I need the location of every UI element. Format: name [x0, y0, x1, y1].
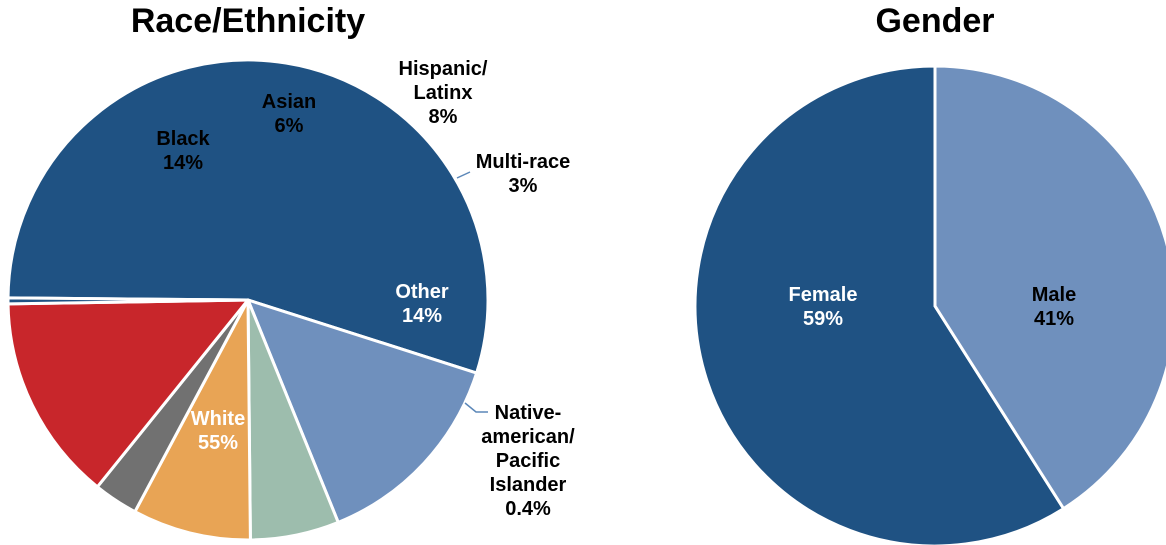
gender-pie: Female 59% Male 41% [693, 64, 1166, 545]
slice-label-male: Male 41% [1032, 284, 1076, 330]
pie-slice-male [933, 64, 1166, 511]
race-ethnicity-pie: White 55% Black 14% Asian 6% Hispanic/Latinx 8%… [6, 58, 575, 542]
pie-slice-other [6, 298, 250, 489]
slice-label-multi-race: Multi-race 3% [476, 151, 570, 197]
pie-slice-black [246, 298, 479, 524]
leader-line-native-american-pacific-islander [464, 402, 488, 413]
slice-label-other: Other 14% [395, 281, 449, 327]
race-chart-title: Race/Ethnicity [130, 2, 366, 40]
slice-label-white: White 55% [191, 408, 245, 454]
slice-label-hispanic-latinx: Hispanic/Latinx 8% [399, 58, 488, 128]
slice-label-black: Black 14% [156, 128, 210, 174]
pie-slice-white [6, 58, 490, 375]
gender-chart-title: Gender [875, 2, 995, 40]
slice-label-female: Female 59% [789, 284, 858, 330]
pie-slice-native-american-pacific-islander [6, 296, 250, 306]
slice-label-asian: Asian 6% [262, 91, 316, 137]
leader-line-multi-race [456, 171, 471, 179]
slice-label-native-american-pacific-islander: Native-american/Pacific Islander 0.4% [481, 402, 575, 520]
pie-slice-hispanic-latinx [133, 298, 252, 542]
pie-slice-female [693, 64, 1066, 545]
